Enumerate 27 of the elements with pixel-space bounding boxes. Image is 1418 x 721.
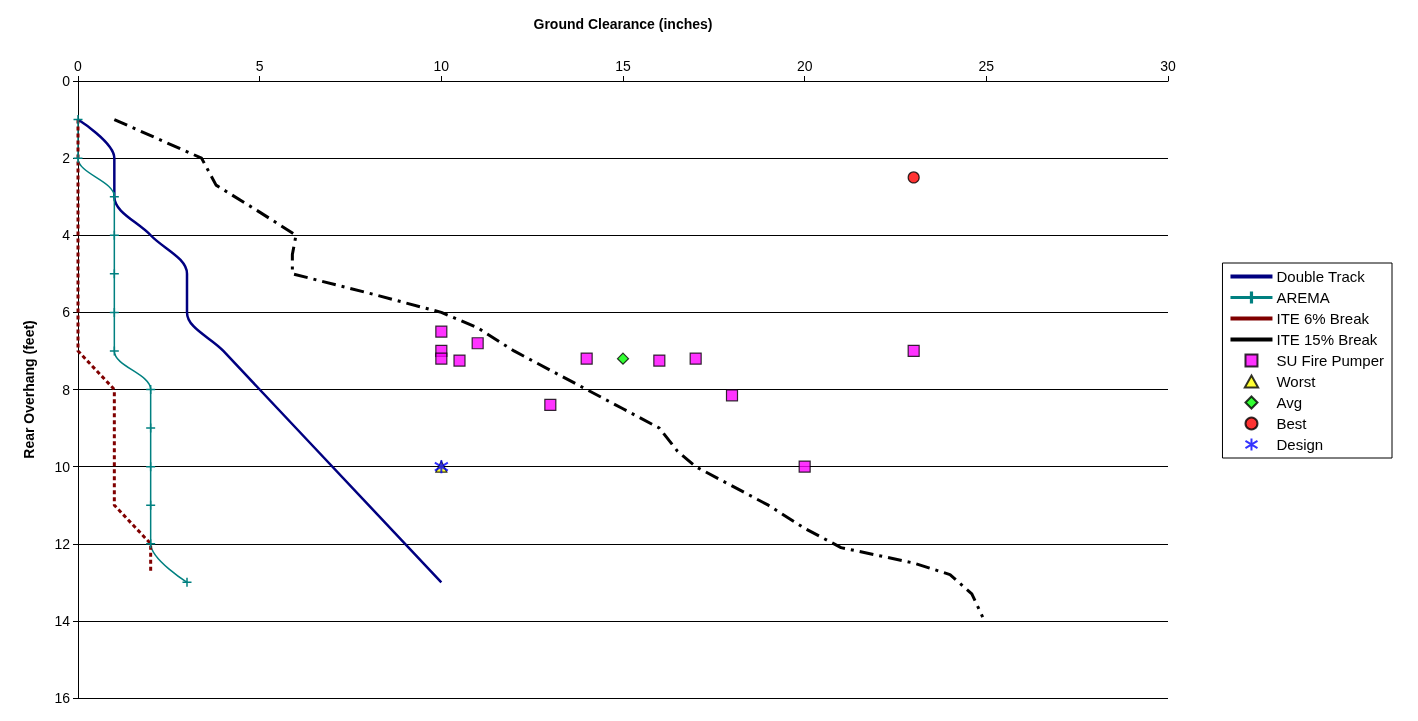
y-tick-label: 12	[54, 535, 71, 552]
y-tick-label: 8	[62, 381, 71, 398]
x-tick-label: 20	[796, 58, 813, 74]
y-tick-label: 6	[62, 304, 71, 321]
x-tick-label: 30	[1160, 58, 1176, 74]
legend-label: AREMA	[1276, 289, 1330, 306]
legend-label: Worst	[1276, 373, 1317, 390]
x-tick-label: 10	[433, 58, 450, 74]
legend-label: ITE 15% Break	[1276, 331, 1378, 348]
y-tick-label: 14	[54, 612, 71, 629]
x-tick-label: 0	[74, 58, 83, 74]
legend-label: ITE 6% Break	[1276, 310, 1370, 327]
legend-label: Double Track	[1276, 268, 1366, 285]
legend-label: Design	[1276, 436, 1324, 453]
legend-label: SU Fire Pumper	[1276, 352, 1384, 369]
y-tick-label: 0	[62, 73, 71, 89]
y-tick-label: 2	[62, 150, 71, 167]
x-tick-label: 15	[615, 58, 631, 74]
y-tick-label: 4	[62, 227, 71, 244]
legend-label: Best	[1276, 415, 1308, 432]
legend-label: Avg	[1276, 394, 1303, 411]
y-axis-title: Rear Overhang (feet)	[21, 320, 37, 459]
x-axis-title: Ground Clearance (inches)	[533, 16, 713, 32]
y-tick-label: 16	[54, 690, 71, 706]
x-tick-label: 5	[255, 58, 264, 74]
x-tick-label: 25	[978, 58, 995, 74]
y-tick-label: 10	[54, 458, 71, 475]
